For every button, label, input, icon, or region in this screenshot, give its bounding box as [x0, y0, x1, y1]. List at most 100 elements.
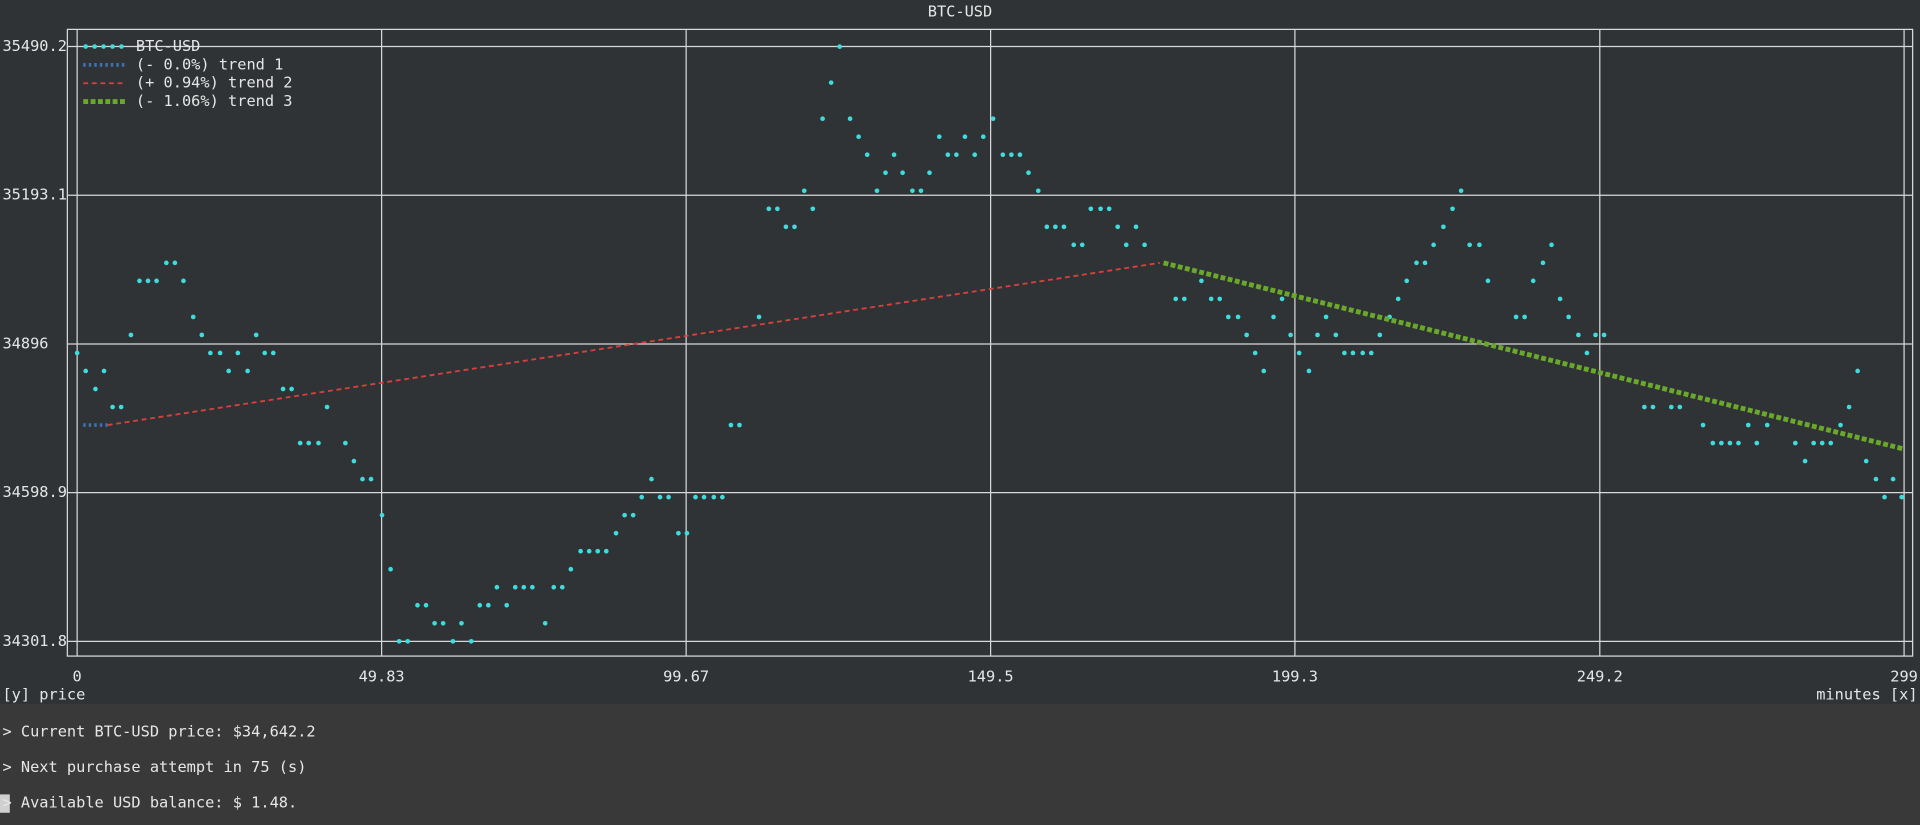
- grid: 34301.8 34598.9 34896 35193.1 35490.2 0 49.83 9…: [2, 29, 1918, 685]
- price-point: [306, 440, 312, 446]
- price-point: [486, 602, 491, 608]
- price-point: [512, 584, 518, 590]
- price-point: [684, 530, 690, 536]
- price-point: [1115, 224, 1121, 230]
- price-point: [1422, 260, 1428, 266]
- price-point: [1296, 350, 1302, 356]
- price-point: [1009, 152, 1014, 158]
- price-point: [1035, 188, 1041, 194]
- terminal-output: > Current BTC-USD price: $34,642.2 > Next…: [2, 722, 315, 811]
- price-point: [837, 44, 843, 49]
- price-point: [1727, 440, 1733, 446]
- price-point: [1754, 440, 1760, 446]
- price-point: [1044, 224, 1050, 230]
- price-point: [1593, 332, 1598, 338]
- price-point: [766, 206, 772, 212]
- price-point: [521, 584, 527, 590]
- legend-label: (- 1.06%) trend 3: [136, 92, 293, 110]
- price-point: [324, 404, 330, 410]
- price-point: [1576, 332, 1581, 338]
- price-point: [1792, 440, 1798, 446]
- price-point: [1477, 242, 1482, 248]
- price-point: [954, 152, 959, 158]
- price-point: [542, 620, 548, 626]
- x-tick-label: 299: [1890, 667, 1918, 685]
- price-point: [297, 440, 303, 446]
- price-point: [1306, 368, 1312, 374]
- price-point: [93, 386, 98, 392]
- price-point: [756, 314, 762, 320]
- price-point: [368, 476, 374, 482]
- price-point: [847, 116, 853, 122]
- price-point: [551, 584, 557, 590]
- trend-line: [107, 261, 1161, 426]
- price-point: [217, 350, 223, 356]
- price-point: [1899, 494, 1904, 500]
- x-tick-label: 149.5: [968, 667, 1014, 685]
- price-point: [1395, 296, 1401, 302]
- price-point: [1540, 260, 1546, 266]
- legend-symbol: [110, 44, 115, 49]
- price-point: [1181, 296, 1187, 302]
- marks: [74, 44, 1905, 644]
- price-point: [1764, 422, 1770, 428]
- legend-label: (- 0.0%) trend 1: [136, 55, 283, 73]
- price-point: [936, 134, 942, 140]
- y-tick-label: 35193.1: [2, 186, 66, 204]
- price-point: [1882, 494, 1887, 500]
- price-point: [1261, 368, 1267, 374]
- price-point: [1288, 332, 1293, 338]
- price-point: [1566, 314, 1571, 320]
- price-point: [622, 512, 627, 518]
- price-point: [289, 386, 294, 392]
- price-point: [1846, 404, 1852, 410]
- price-point: [245, 368, 250, 374]
- price-point: [1053, 224, 1058, 230]
- price-point: [396, 638, 402, 644]
- price-point: [1235, 314, 1241, 320]
- price-point: [1441, 224, 1446, 230]
- price-point: [199, 332, 205, 338]
- y-tick-label: 34598.9: [2, 483, 66, 501]
- price-point: [728, 422, 734, 428]
- price-point: [639, 494, 645, 500]
- price-point: [1404, 278, 1410, 284]
- price-point: [657, 494, 663, 500]
- terminal-line: > Next purchase attempt in 75 (s): [2, 758, 306, 776]
- y-tick-label: 34896: [2, 334, 48, 352]
- legend-label: BTC-USD: [136, 37, 200, 55]
- price-point: [253, 332, 259, 338]
- price-point: [316, 440, 321, 446]
- x-tick-label: 99.67: [663, 667, 709, 685]
- price-point: [701, 494, 707, 500]
- price-point: [1513, 314, 1519, 320]
- x-tick-label: 249.2: [1577, 667, 1623, 685]
- price-point: [666, 494, 671, 500]
- price-point: [450, 638, 456, 644]
- price-point: [559, 584, 565, 590]
- price-point: [1700, 422, 1706, 428]
- price-point: [208, 350, 213, 356]
- price-point: [1199, 278, 1204, 284]
- price-point: [1819, 440, 1825, 446]
- price-point: [494, 584, 500, 590]
- price-point: [962, 134, 968, 140]
- price-point: [1244, 332, 1249, 338]
- price-point: [578, 548, 583, 554]
- y-tick-label: 34301.8: [2, 632, 66, 650]
- price-point: [1467, 242, 1472, 248]
- price-point: [972, 152, 978, 158]
- price-point: [1315, 332, 1320, 338]
- price-point: [1000, 152, 1006, 158]
- price-point: [891, 152, 897, 158]
- price-point: [1142, 242, 1147, 248]
- price-point: [1252, 350, 1258, 356]
- price-point: [568, 566, 574, 572]
- price-point: [1088, 206, 1094, 212]
- legend-symbol: [101, 44, 106, 49]
- price-point: [262, 350, 268, 356]
- price-point: [980, 134, 986, 140]
- price-point: [128, 332, 134, 338]
- price-point: [351, 458, 357, 464]
